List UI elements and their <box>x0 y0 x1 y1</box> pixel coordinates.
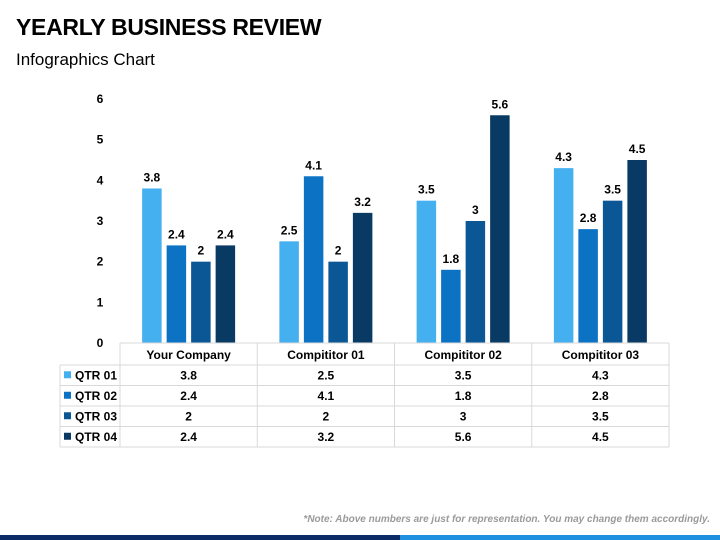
data-label: 3.8 <box>144 170 161 184</box>
data-label: 2.8 <box>580 211 597 225</box>
bar <box>553 168 574 343</box>
data-label: 1.8 <box>443 252 460 266</box>
bar <box>215 245 236 343</box>
bar <box>279 241 299 343</box>
bar <box>352 212 373 343</box>
y-tick-label: 5 <box>97 133 104 147</box>
bar <box>416 200 437 343</box>
table-cell: 4.1 <box>318 389 335 403</box>
category-label: Your Company <box>146 348 231 362</box>
data-label: 3.5 <box>604 183 621 197</box>
data-label: 5.6 <box>492 97 509 111</box>
bar <box>602 200 623 343</box>
bar <box>465 221 486 343</box>
bar <box>441 269 461 343</box>
table-cell: 2.4 <box>180 389 197 403</box>
table-cell: 2.5 <box>318 368 335 382</box>
table-cell: 2 <box>323 409 330 423</box>
data-label: 2 <box>335 244 342 258</box>
bar <box>166 245 187 343</box>
table-cell: 3.8 <box>180 368 197 382</box>
legend-key <box>64 412 71 420</box>
legend-key <box>64 432 71 440</box>
legend-key <box>64 391 71 399</box>
y-tick-label: 2 <box>97 255 104 269</box>
table-cell: 4.5 <box>592 430 609 444</box>
data-label: 4.5 <box>629 142 646 156</box>
footer-bar-light <box>400 535 720 540</box>
bar <box>328 261 348 343</box>
y-tick-label: 3 <box>97 214 104 228</box>
legend-label: QTR 02 <box>75 389 117 403</box>
data-label: 2.5 <box>281 223 298 237</box>
footnote: *Note: Above numbers are just for repres… <box>303 514 710 525</box>
y-tick-label: 6 <box>97 92 104 106</box>
table-cell: 3.5 <box>592 409 609 423</box>
table-cell: 2.4 <box>180 430 197 444</box>
data-label: 3.5 <box>418 183 435 197</box>
table-cell: 2.8 <box>592 389 609 403</box>
bar <box>578 229 598 343</box>
legend-label: QTR 01 <box>75 368 117 382</box>
y-tick-label: 0 <box>97 336 104 350</box>
category-label: Compititor 01 <box>287 348 365 362</box>
bar <box>303 176 324 343</box>
bar <box>627 160 647 343</box>
y-tick-label: 1 <box>97 295 104 309</box>
page-subtitle: Infographics Chart <box>16 50 155 69</box>
category-label: Compititor 03 <box>562 348 640 362</box>
footer-bar-dark <box>0 535 400 540</box>
legend-label: QTR 03 <box>75 409 117 423</box>
legend-key <box>64 371 71 379</box>
bar <box>490 115 510 344</box>
category-label: Compititor 02 <box>424 348 502 362</box>
page-title: YEARLY BUSINESS REVIEW <box>16 14 322 40</box>
bar <box>191 261 211 343</box>
footer-bar <box>0 535 720 540</box>
table-cell: 5.6 <box>455 430 472 444</box>
data-label: 2 <box>198 244 205 258</box>
table-cell: 1.8 <box>455 389 472 403</box>
legend-label: QTR 04 <box>75 430 117 444</box>
data-label: 2.4 <box>168 227 185 241</box>
data-label: 3 <box>472 203 479 217</box>
data-label: 4.3 <box>555 150 572 164</box>
y-tick-label: 4 <box>97 173 104 187</box>
table-cell: 3.2 <box>318 430 335 444</box>
data-label: 3.2 <box>354 195 371 209</box>
data-label: 2.4 <box>217 227 234 241</box>
table-cell: 4.3 <box>592 368 609 382</box>
data-label: 4.1 <box>305 158 322 172</box>
bar <box>142 188 162 343</box>
table-cell: 3 <box>460 409 467 423</box>
table-cell: 2 <box>185 409 192 423</box>
table-cell: 3.5 <box>455 368 472 382</box>
